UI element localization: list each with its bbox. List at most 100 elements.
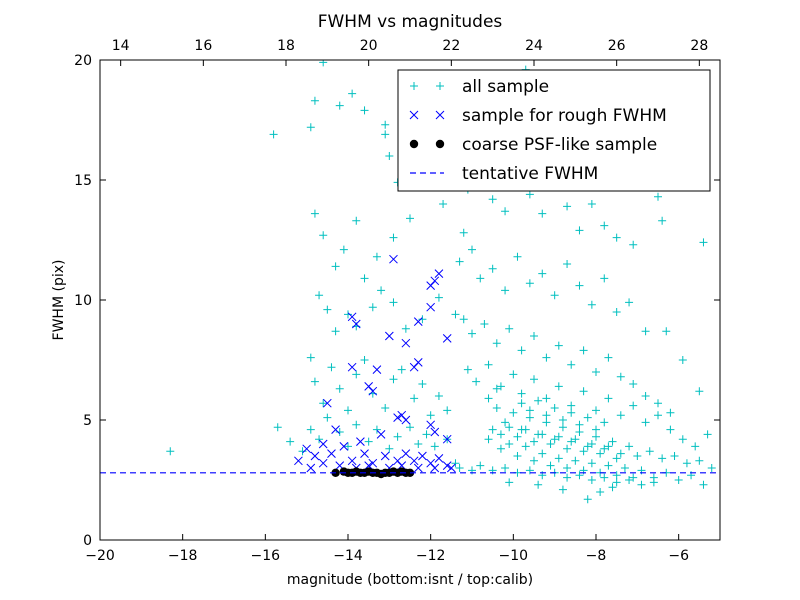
all-sample-point [505, 440, 514, 448]
all-sample-point [306, 123, 315, 132]
rough-sample-point [418, 451, 427, 461]
x-tick-label: −14 [333, 548, 363, 564]
all-sample-point [517, 389, 526, 398]
all-sample-point [600, 221, 609, 230]
all-sample-point [368, 303, 377, 312]
all-sample-point [558, 416, 567, 424]
all-sample-point [695, 456, 704, 465]
legend-marker [435, 110, 445, 120]
rough-sample-point [413, 463, 423, 473]
all-sample-point [310, 377, 319, 386]
all-sample-point [434, 293, 443, 302]
rough-sample-point [364, 461, 374, 470]
all-sample-point [641, 418, 650, 427]
all-sample-point [344, 310, 352, 319]
all-sample-point [575, 471, 584, 480]
rough-sample-point [339, 442, 349, 451]
all-sample-point [521, 442, 530, 451]
all-sample-point [389, 233, 398, 242]
all-sample-point [352, 216, 361, 225]
rough-sample-point [306, 463, 316, 473]
all-sample-point [327, 363, 336, 372]
all-sample-point [571, 456, 580, 465]
all-sample-point [525, 466, 534, 475]
all-sample-point [654, 192, 662, 201]
rough-sample-point [401, 449, 411, 458]
x-tick-label: −20 [85, 548, 115, 564]
all-sample-point [381, 130, 390, 139]
all-sample-point [360, 274, 369, 283]
axis-ticks: −20 −18 −16 −14 −12 −10 −8 −6 14 16 18 20 22 24 26 28 0 5… [74, 38, 720, 564]
rough-sample-point [442, 461, 452, 470]
all-sample-point [509, 408, 518, 417]
all-sample-point [575, 281, 584, 290]
rough-sample-point [401, 415, 411, 425]
x-tick-label: −6 [668, 548, 689, 564]
all-sample-point [496, 430, 505, 439]
all-sample-point [310, 209, 319, 218]
all-sample-point [666, 408, 675, 417]
all-sample-point [393, 432, 402, 441]
all-sample-point [567, 360, 576, 369]
all-sample-point [542, 418, 551, 427]
all-sample-point [554, 432, 563, 441]
legend-marker [410, 82, 418, 90]
legend: all sample sample for rough FWHM coarse PS… [397, 69, 711, 192]
all-sample-point [575, 226, 584, 235]
all-sample-point [488, 195, 497, 204]
chart-title: FWHM vs magnitudes [318, 12, 503, 32]
all-sample-point [530, 332, 538, 340]
all-sample-point [699, 238, 708, 247]
all-sample-point [501, 207, 510, 216]
all-sample-point [563, 464, 572, 472]
all-sample-point [558, 485, 567, 494]
x-tick-label: −16 [251, 548, 281, 564]
all-sample-point [513, 452, 522, 460]
rough-sample-point [442, 334, 452, 343]
all-sample-point [501, 464, 510, 472]
all-sample-point [496, 382, 505, 391]
all-sample-point [654, 411, 662, 420]
all-sample-point [608, 483, 617, 492]
all-sample-point [389, 375, 398, 384]
all-sample-point [674, 476, 683, 484]
rough-sample-point [376, 430, 386, 439]
all-sample-point [525, 279, 534, 288]
rough-sample-point [430, 463, 440, 473]
all-sample-point [645, 447, 654, 456]
all-sample-point [592, 425, 600, 434]
all-sample-point [629, 473, 638, 482]
legend-marker [436, 82, 444, 90]
rough-sample-point [356, 437, 365, 446]
all-sample-point [695, 387, 704, 396]
x-tick-label: −8 [586, 548, 607, 564]
all-sample-point [583, 495, 592, 504]
all-sample-point [484, 360, 493, 369]
all-sample-point [360, 106, 369, 115]
all-sample-point [612, 233, 621, 242]
all-sample-point [286, 437, 295, 446]
all-sample-point [604, 353, 613, 362]
rough-sample-point [347, 456, 357, 466]
all-sample-point [554, 341, 563, 350]
all-sample-point [364, 437, 373, 446]
all-sample-point [468, 329, 476, 338]
all-sample-point [666, 425, 675, 434]
rough-sample-point [310, 451, 320, 461]
top-x-tick-label: 28 [690, 38, 708, 54]
all-sample-point [629, 401, 638, 410]
all-sample-point [583, 442, 592, 451]
all-sample-point [542, 353, 551, 362]
all-sample-point [348, 89, 357, 98]
all-sample-point [587, 200, 596, 208]
y-tick-label: 20 [74, 53, 92, 69]
rough-sample-point [430, 427, 440, 437]
all-sample-point [600, 444, 609, 453]
all-sample-point [534, 480, 543, 489]
all-sample-point [596, 488, 605, 496]
all-sample-point [554, 382, 563, 391]
all-sample-point [691, 442, 700, 451]
all-sample-point [476, 274, 485, 283]
top-x-tick-label: 14 [112, 38, 130, 54]
